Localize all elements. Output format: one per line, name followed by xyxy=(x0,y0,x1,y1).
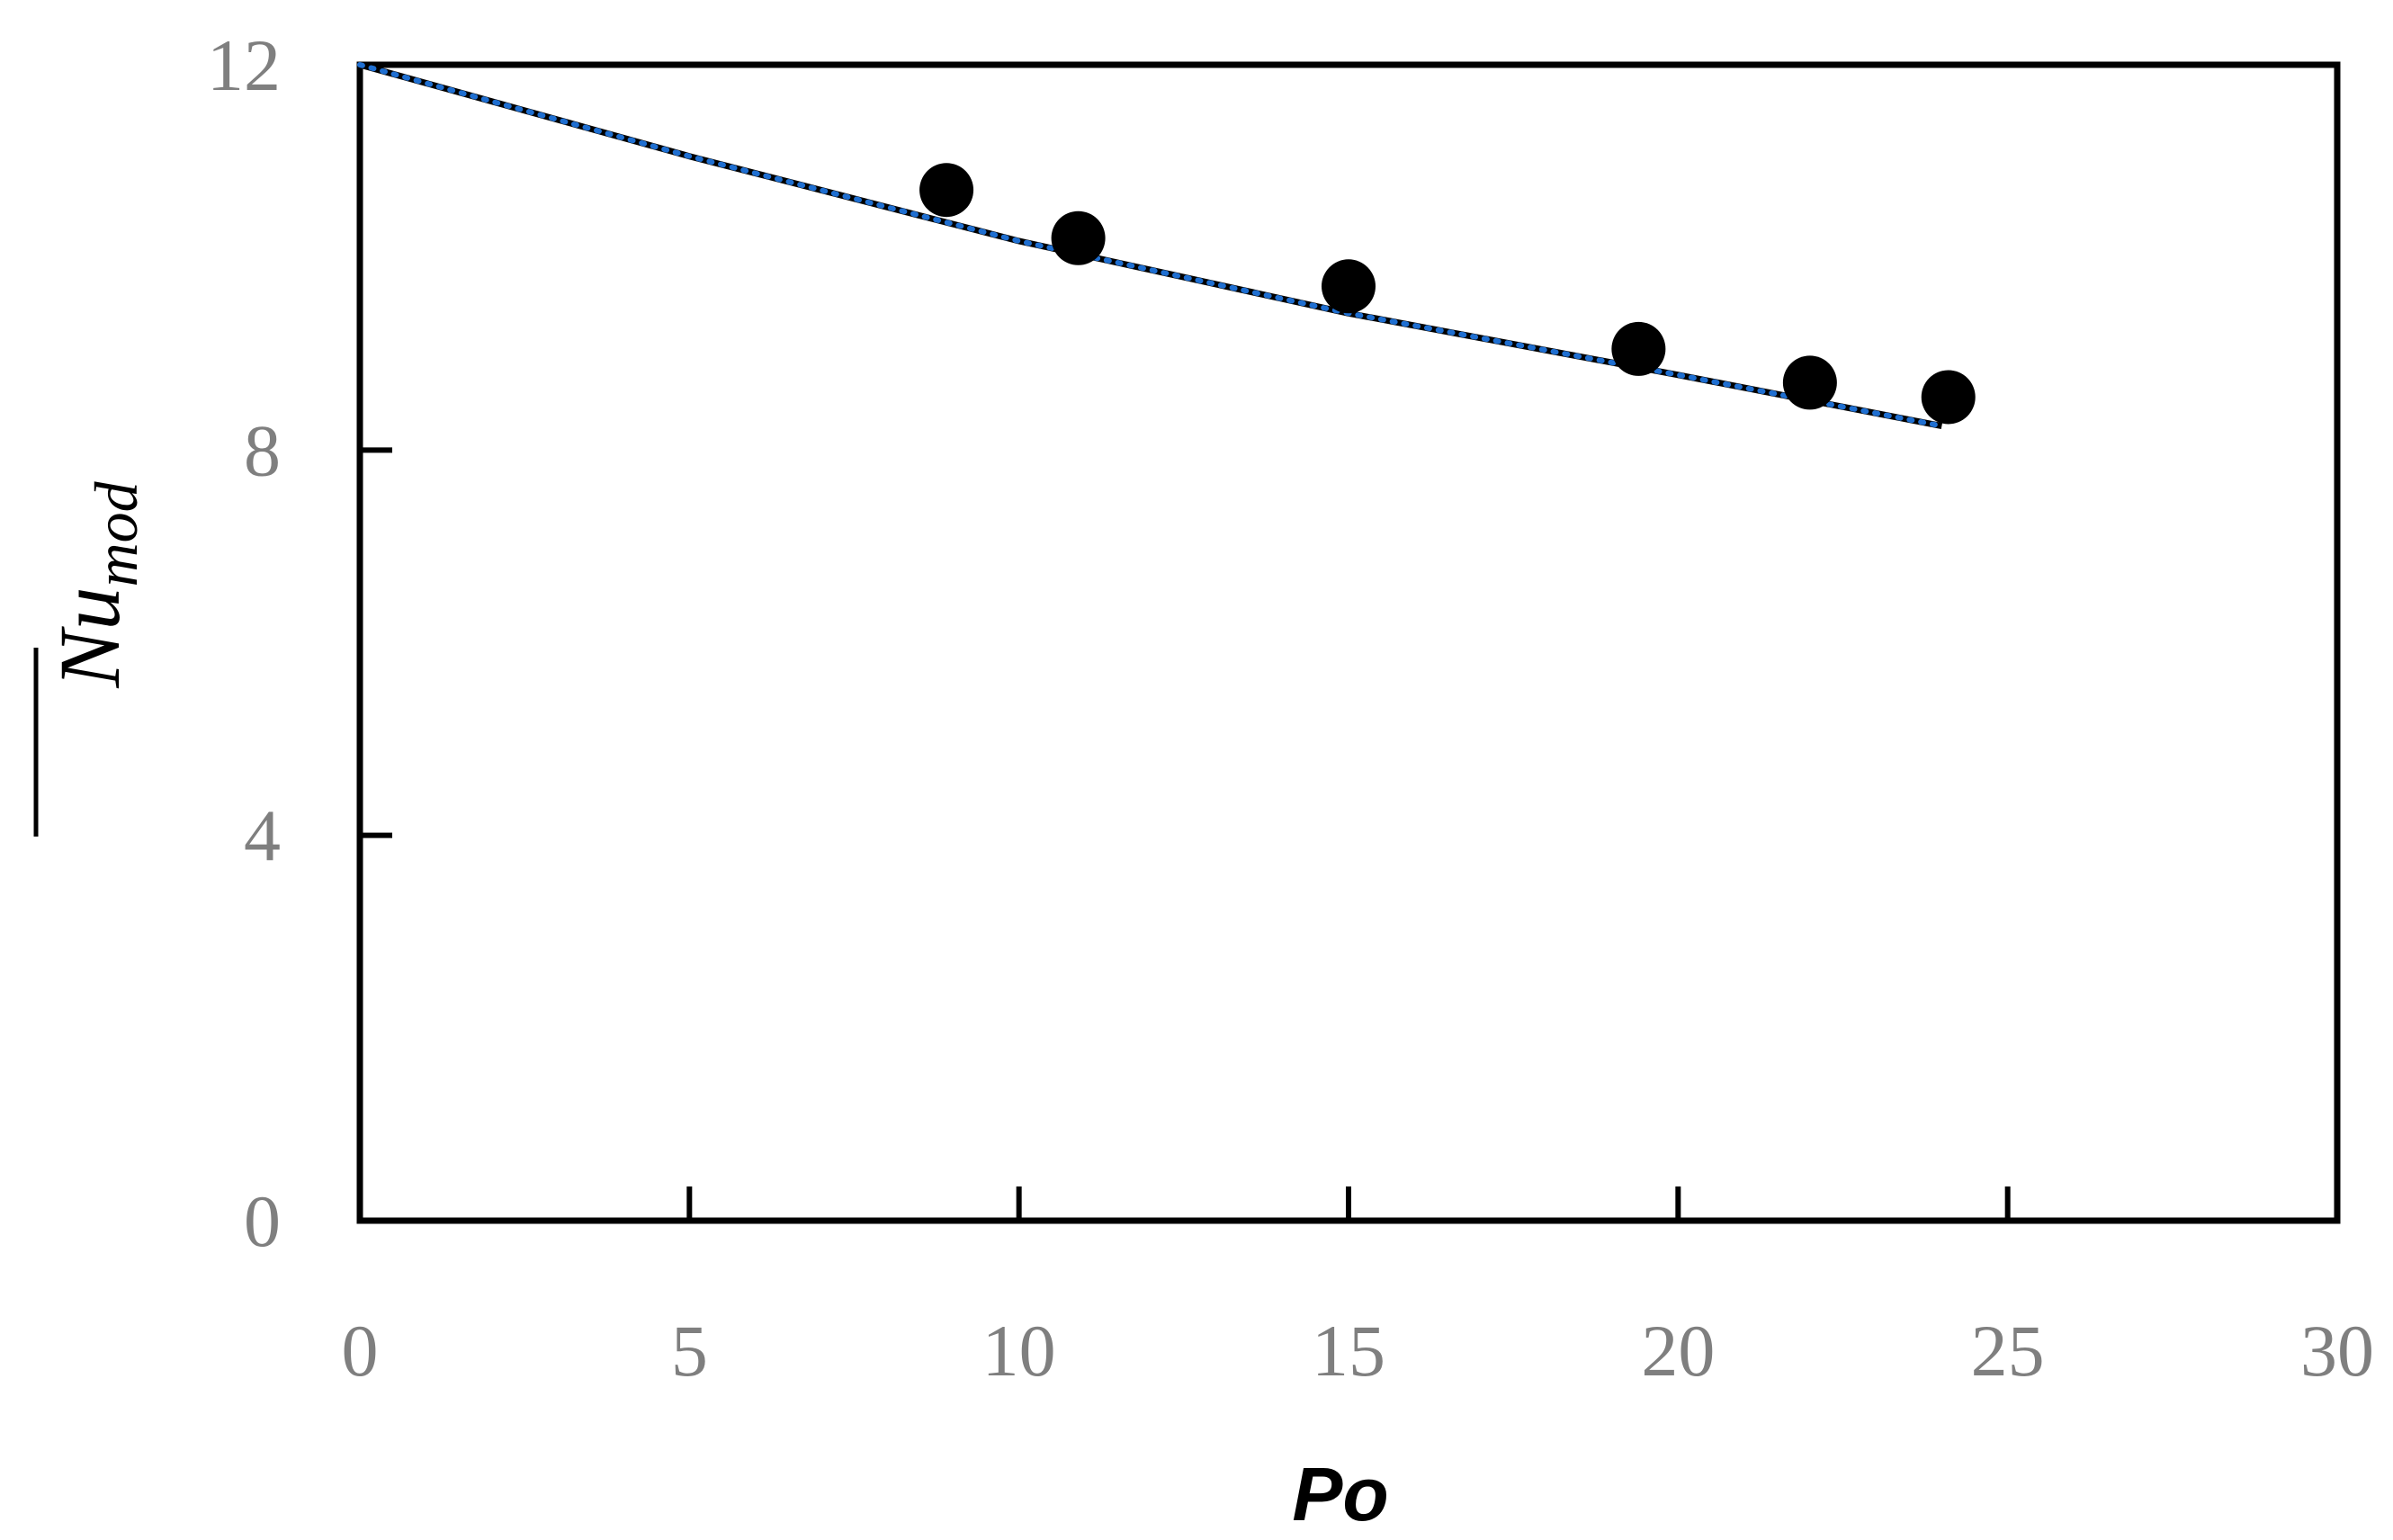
y-tick-label: 4 xyxy=(244,795,281,877)
data-point xyxy=(1322,259,1376,314)
y-axis-ticks: 0 4 8 12 xyxy=(207,24,392,1262)
y-tick-label: 8 xyxy=(244,409,281,491)
y-axis-title-subscript: mod xyxy=(82,480,150,586)
x-axis-ticks: 0 5 10 15 20 25 30 xyxy=(342,1186,2374,1392)
x-tick-label: 20 xyxy=(1641,1310,1715,1392)
x-tick-label: 0 xyxy=(342,1310,379,1392)
data-point xyxy=(1782,355,1837,410)
x-tick-label: 5 xyxy=(671,1310,708,1392)
series-layer xyxy=(357,61,1976,429)
fit-curve-dotted xyxy=(357,62,1945,429)
x-tick-label: 10 xyxy=(982,1310,1056,1392)
y-axis-title-base: Nu xyxy=(41,587,138,689)
plot-area xyxy=(356,61,2341,1224)
data-point xyxy=(1611,321,1666,376)
svg-text:Numod: Numod xyxy=(41,480,150,688)
data-point xyxy=(1921,370,1976,425)
y-tick-label: 12 xyxy=(207,24,281,106)
y-tick-label: 0 xyxy=(244,1180,281,1262)
y-axis-title: Numod xyxy=(33,480,150,837)
x-tick-label: 25 xyxy=(1971,1310,2045,1392)
data-point xyxy=(1051,210,1106,265)
x-axis-title: Po xyxy=(1292,1452,1388,1536)
x-tick-label: 30 xyxy=(2300,1310,2374,1392)
x-tick-label: 15 xyxy=(1312,1310,1385,1392)
data-point xyxy=(919,163,974,218)
